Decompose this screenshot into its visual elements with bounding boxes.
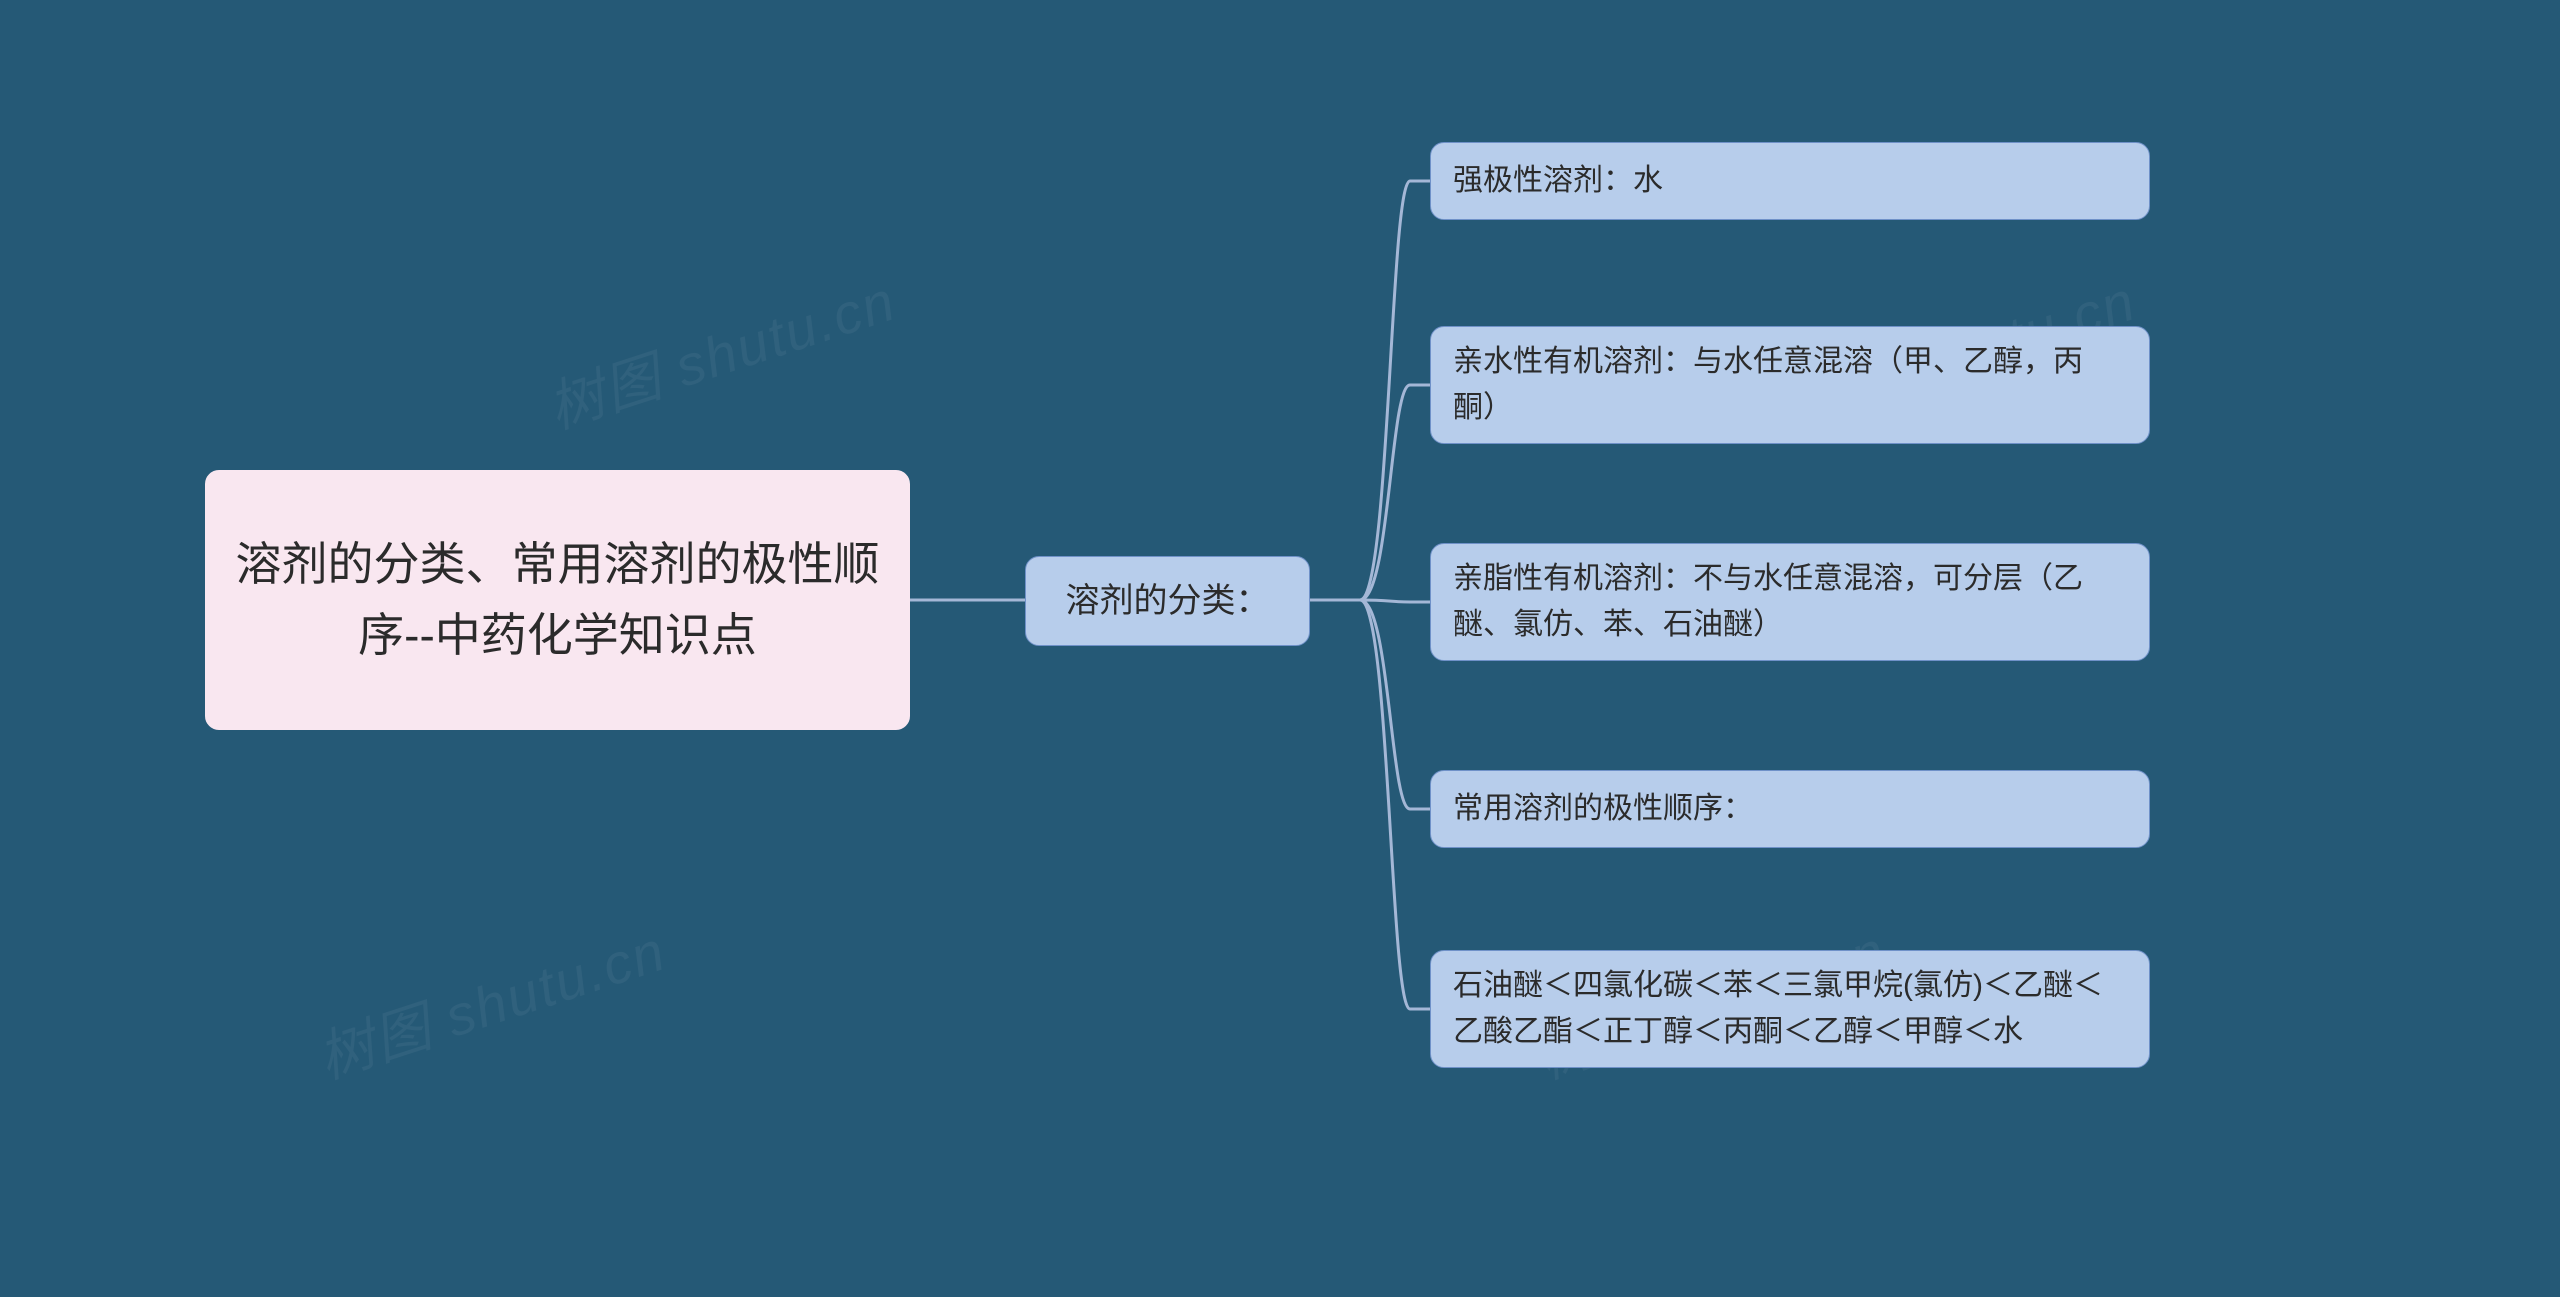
level1-node[interactable]: 溶剂的分类： <box>1025 556 1310 646</box>
leaf-node[interactable]: 亲脂性有机溶剂：不与水任意混溶，可分层（乙醚、氯仿、苯、石油醚） <box>1430 543 2150 661</box>
watermark: 树图 shutu.cn <box>536 256 905 445</box>
root-node[interactable]: 溶剂的分类、常用溶剂的极性顺序--中药化学知识点 <box>205 470 910 730</box>
leaf-node[interactable]: 常用溶剂的极性顺序： <box>1430 770 2150 848</box>
mindmap-canvas: 树图 shutu.cn 树图 shutu.cn 树图 shutu.cn 树图 s… <box>0 0 2560 1297</box>
watermark: 树图 shutu.cn <box>306 906 675 1095</box>
leaf-label: 常用溶剂的极性顺序： <box>1453 786 1753 833</box>
leaf-label: 石油醚＜四氯化碳＜苯＜三氯甲烷(氯仿)＜乙醚＜乙酸乙酯＜正丁醇＜丙酮＜乙醇＜甲醇… <box>1453 963 2127 1056</box>
edge-l1-leaf4 <box>1310 600 1430 1009</box>
leaf-label: 强极性溶剂：水 <box>1453 158 1663 205</box>
edge-l1-leaf2 <box>1310 600 1430 602</box>
level1-label: 溶剂的分类： <box>1066 575 1270 628</box>
leaf-node[interactable]: 强极性溶剂：水 <box>1430 142 2150 220</box>
leaf-label: 亲脂性有机溶剂：不与水任意混溶，可分层（乙醚、氯仿、苯、石油醚） <box>1453 556 2127 649</box>
root-label: 溶剂的分类、常用溶剂的极性顺序--中药化学知识点 <box>206 529 909 672</box>
edge-l1-leaf3 <box>1310 600 1430 809</box>
edge-l1-leaf1 <box>1310 385 1430 600</box>
leaf-label: 亲水性有机溶剂：与水任意混溶（甲、乙醇，丙酮） <box>1453 339 2127 432</box>
edge-l1-leaf0 <box>1310 181 1430 600</box>
leaf-node[interactable]: 石油醚＜四氯化碳＜苯＜三氯甲烷(氯仿)＜乙醚＜乙酸乙酯＜正丁醇＜丙酮＜乙醇＜甲醇… <box>1430 950 2150 1068</box>
leaf-node[interactable]: 亲水性有机溶剂：与水任意混溶（甲、乙醇，丙酮） <box>1430 326 2150 444</box>
